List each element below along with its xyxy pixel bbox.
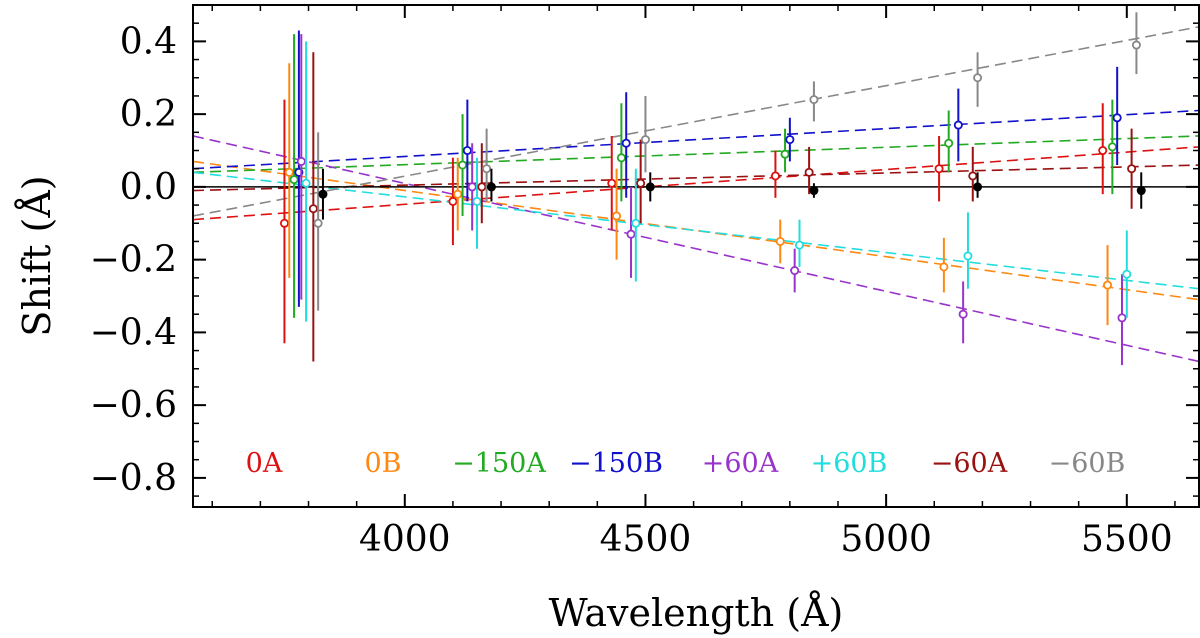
data-point: [636, 178, 646, 188]
fit-line-−150B: [193, 109, 1199, 170]
data-point: [973, 73, 983, 83]
data-point: [626, 229, 636, 239]
data-point: [953, 120, 963, 130]
series-−60B: [313, 12, 1141, 311]
data-point: [934, 164, 944, 174]
data-point: [968, 171, 978, 181]
data-point: [958, 309, 968, 319]
data-point: [804, 167, 814, 177]
y-tick-label: −0.6: [90, 385, 177, 426]
y-axis-title: Shift (Å): [15, 175, 59, 336]
data-point: [1112, 113, 1122, 123]
x-tick-label: 5000: [840, 519, 932, 560]
data-point: [308, 204, 318, 214]
legend-item: −150A: [452, 448, 546, 479]
legend-item: −150B: [569, 448, 663, 479]
data-point: [279, 218, 289, 228]
x-tick-label: 4000: [359, 519, 451, 560]
fit-line-0A: [193, 146, 1199, 221]
data-point: [939, 262, 949, 272]
legend-item: +60B: [811, 448, 888, 479]
data-point: [477, 182, 487, 192]
legend-item: −60A: [931, 448, 1008, 479]
data-point: [621, 138, 631, 148]
legend-item: −60B: [1049, 448, 1126, 479]
data-point: [472, 196, 482, 206]
data-point: [616, 153, 626, 163]
legend-item: +60A: [702, 448, 779, 479]
series-−150B: [294, 30, 1122, 307]
data-point: [944, 138, 954, 148]
y-tick-label: −0.2: [90, 240, 177, 281]
y-tick-label: 0.2: [120, 94, 177, 135]
data-point: [1131, 40, 1141, 50]
data-point: [318, 189, 328, 199]
data-point: [284, 167, 294, 177]
data-point: [1098, 146, 1108, 156]
data-point: [770, 171, 780, 181]
axis-ticks: 4000 4500 5000 5500 0.4 0.2 0.0 −0.2 −0.4 −0.6 −0.…: [90, 5, 1199, 560]
x-tick-label: 5500: [1081, 519, 1173, 560]
series-+60B: [301, 41, 1132, 322]
data-points: [279, 12, 1146, 366]
data-point: [790, 266, 800, 276]
data-point: [973, 182, 983, 192]
data-point: [289, 175, 299, 185]
data-point: [313, 218, 323, 228]
legend: 0A 0B −150A −150B +60A +60B −60A −60B: [246, 448, 1126, 479]
data-point: [462, 146, 472, 156]
data-point: [794, 240, 804, 250]
fit-line-+60B: [193, 171, 1199, 290]
legend-item: 0A: [246, 448, 283, 479]
fit-line-−60A: [193, 164, 1199, 192]
series-−150A: [289, 34, 1117, 318]
data-point: [612, 211, 622, 221]
legend-item: 0B: [364, 448, 401, 479]
fit-line-−150A: [193, 135, 1199, 174]
series-0A: [279, 99, 1108, 344]
data-point: [486, 182, 496, 192]
fit-line-+60A: [193, 135, 1199, 363]
data-point: [1122, 269, 1132, 279]
fit-lines: [193, 26, 1199, 363]
data-point: [301, 178, 311, 188]
data-point: [458, 160, 468, 170]
plot-frame: [192, 4, 1200, 508]
data-point: [448, 196, 458, 206]
x-axis-title: Wavelength (Å): [549, 591, 844, 635]
data-point: [775, 236, 785, 246]
data-point: [296, 156, 306, 166]
data-point: [963, 251, 973, 261]
fit-line-−60B: [193, 26, 1199, 217]
data-point: [809, 186, 819, 196]
data-point: [631, 218, 641, 228]
data-point: [1107, 142, 1117, 152]
data-point: [645, 182, 655, 192]
data-point: [1117, 313, 1127, 323]
x-tick-label: 4500: [600, 519, 692, 560]
fit-line-0B: [193, 160, 1199, 301]
data-point: [482, 164, 492, 174]
data-point: [780, 149, 790, 159]
series-mean: [318, 168, 1146, 220]
data-point: [640, 135, 650, 145]
data-point: [809, 95, 819, 105]
data-point: [467, 182, 477, 192]
data-point: [785, 135, 795, 145]
series-−60A: [308, 52, 1137, 362]
series-+60A: [296, 34, 1127, 366]
data-point: [1103, 280, 1113, 290]
y-tick-label: −0.4: [90, 312, 177, 353]
data-point: [1136, 186, 1146, 196]
data-point: [607, 178, 617, 188]
y-tick-label: 0.4: [120, 21, 177, 62]
data-point: [1127, 164, 1137, 174]
series-0B: [284, 63, 1113, 326]
y-tick-label: −0.8: [90, 458, 177, 499]
data-point: [453, 189, 463, 199]
y-tick-label: 0.0: [120, 167, 177, 208]
